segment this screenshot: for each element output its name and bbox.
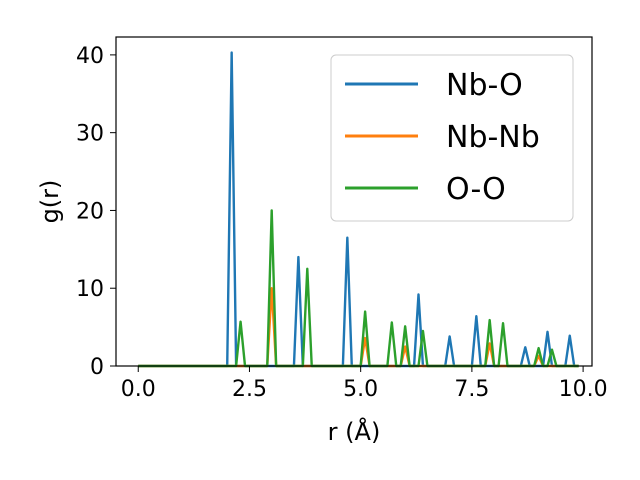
x-tick-label: 2.5 (232, 377, 267, 402)
y-tick-label: 10 (76, 277, 104, 302)
plot-frame (115, 36, 593, 367)
legend-box (330, 54, 574, 222)
y-axis-label: g(r) (36, 180, 64, 224)
series-line-o-o (138, 209, 579, 368)
x-axis: 0.0 2.5 5.0 7.5 10.0 (121, 366, 608, 402)
legend-label: Nb-O (446, 68, 523, 103)
y-tick-label: 30 (76, 122, 104, 147)
y-tick-label: 40 (76, 44, 104, 69)
y-axis: 0 10 20 30 40 (76, 44, 116, 380)
series-line-nb-nb (138, 287, 579, 368)
y-tick-label: 20 (76, 199, 104, 224)
legend: Nb-O Nb-Nb O-O (330, 54, 574, 222)
x-axis-label: r (Å) (328, 417, 381, 446)
legend-label: O-O (446, 172, 506, 207)
x-tick-label: 7.5 (454, 377, 489, 402)
x-tick-label: 0.0 (121, 377, 156, 402)
series-line-nb-o (138, 51, 579, 368)
x-tick-label: 5.0 (343, 377, 378, 402)
series-layer (138, 51, 579, 368)
y-tick-label: 0 (90, 355, 104, 380)
legend-label: Nb-Nb (446, 120, 540, 155)
x-tick-label: 10.0 (559, 377, 608, 402)
